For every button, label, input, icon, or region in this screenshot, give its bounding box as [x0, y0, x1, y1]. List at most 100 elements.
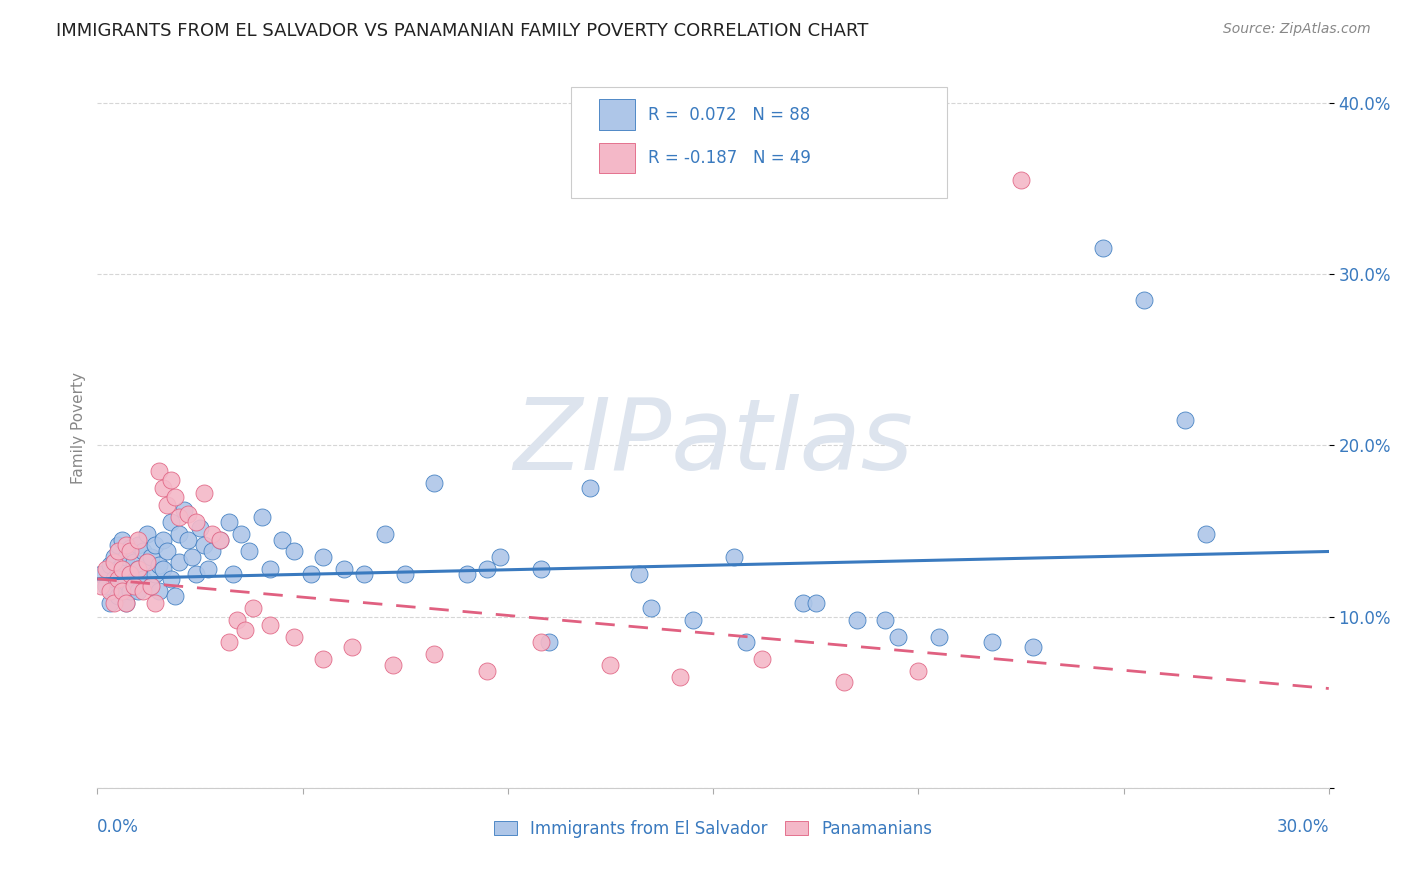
Point — [1022, 640, 1045, 655]
Text: 30.0%: 30.0% — [1277, 818, 1329, 837]
Point — [127, 561, 149, 575]
Point — [131, 572, 153, 586]
Point — [193, 538, 215, 552]
Point — [218, 516, 240, 530]
Point — [188, 520, 211, 534]
Point — [209, 533, 232, 547]
Point — [115, 549, 138, 564]
Point — [640, 601, 662, 615]
Point — [160, 572, 183, 586]
Point — [530, 561, 553, 575]
Point — [579, 481, 602, 495]
Point — [143, 566, 166, 581]
Point — [907, 665, 929, 679]
Point — [103, 549, 125, 564]
Point — [242, 601, 264, 615]
Point — [103, 596, 125, 610]
Point — [160, 473, 183, 487]
Point — [477, 665, 499, 679]
Point — [148, 464, 170, 478]
Point — [98, 583, 121, 598]
Point — [173, 503, 195, 517]
Point — [184, 566, 207, 581]
Point — [111, 561, 134, 575]
Point — [599, 657, 621, 672]
Point — [209, 533, 232, 547]
Point — [176, 533, 198, 547]
Text: Source: ZipAtlas.com: Source: ZipAtlas.com — [1223, 22, 1371, 37]
Point — [735, 635, 758, 649]
Y-axis label: Family Poverty: Family Poverty — [72, 372, 86, 484]
Point — [115, 538, 138, 552]
Text: 0.0%: 0.0% — [97, 818, 139, 837]
Point — [94, 579, 117, 593]
Point — [120, 566, 142, 581]
Point — [981, 635, 1004, 649]
Point — [332, 561, 354, 575]
Point — [283, 544, 305, 558]
Point — [1174, 412, 1197, 426]
Point — [176, 507, 198, 521]
Point — [381, 657, 404, 672]
Point — [394, 566, 416, 581]
Point — [115, 596, 138, 610]
Point — [197, 561, 219, 575]
Point — [139, 579, 162, 593]
Point — [127, 561, 149, 575]
Point — [135, 527, 157, 541]
Point — [184, 516, 207, 530]
Point — [250, 510, 273, 524]
Point — [156, 544, 179, 558]
Point — [423, 475, 446, 490]
Point — [107, 538, 129, 552]
Point — [98, 558, 121, 573]
Point — [792, 596, 814, 610]
Point — [111, 533, 134, 547]
Point — [887, 630, 910, 644]
Point — [103, 555, 125, 569]
Point — [143, 596, 166, 610]
Point — [127, 533, 149, 547]
Text: IMMIGRANTS FROM EL SALVADOR VS PANAMANIAN FAMILY POVERTY CORRELATION CHART: IMMIGRANTS FROM EL SALVADOR VS PANAMANIA… — [56, 22, 869, 40]
Point — [537, 635, 560, 649]
Point — [107, 561, 129, 575]
Point — [111, 558, 134, 573]
Point — [669, 669, 692, 683]
Point — [238, 544, 260, 558]
Point — [682, 613, 704, 627]
Point — [124, 579, 146, 593]
Point — [353, 566, 375, 581]
Point — [111, 583, 134, 598]
Point — [169, 555, 191, 569]
Point — [148, 583, 170, 598]
Point — [127, 538, 149, 552]
Point — [845, 613, 868, 627]
Point — [259, 618, 281, 632]
Point — [283, 630, 305, 644]
Point — [131, 544, 153, 558]
Point — [299, 566, 322, 581]
Point — [233, 624, 256, 638]
Point — [131, 583, 153, 598]
Point — [143, 538, 166, 552]
Point — [115, 575, 138, 590]
Point — [875, 613, 897, 627]
Point — [312, 652, 335, 666]
Point — [751, 652, 773, 666]
Point — [120, 544, 142, 558]
Point — [180, 549, 202, 564]
Point — [218, 635, 240, 649]
Point — [135, 555, 157, 569]
Point — [165, 589, 187, 603]
Point — [160, 516, 183, 530]
Point — [229, 527, 252, 541]
Point — [120, 583, 142, 598]
Point — [152, 561, 174, 575]
Point — [423, 647, 446, 661]
Point — [804, 596, 827, 610]
Text: R =  0.072   N = 88: R = 0.072 N = 88 — [648, 105, 810, 123]
Point — [127, 583, 149, 598]
FancyBboxPatch shape — [571, 87, 948, 198]
Bar — [599, 143, 636, 173]
Point — [115, 596, 138, 610]
